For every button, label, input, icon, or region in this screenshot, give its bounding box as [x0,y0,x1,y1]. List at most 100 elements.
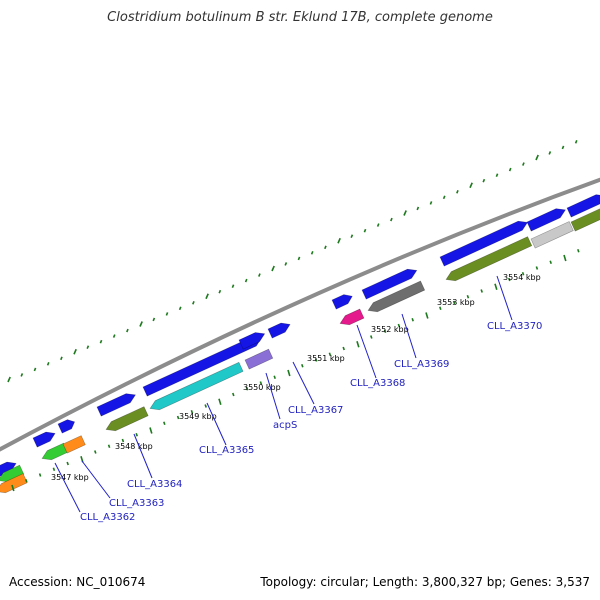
scale-tick [482,178,486,183]
gene-label[interactable]: acpS [273,420,297,431]
cds-forward[interactable] [361,266,419,300]
cds-forward[interactable] [32,429,57,448]
cds-feature[interactable] [40,442,69,463]
kbp-label: 3549 kbp [179,412,217,421]
kbp-label: 3553 kbp [437,298,475,307]
scale-tick [342,346,345,351]
scale-tick [577,248,580,253]
gene-label[interactable]: CLL_A3362 [80,512,135,523]
scale-tick [495,173,499,177]
gene-lead-lines [54,275,513,513]
scale-tick [139,321,143,327]
scale-tick [469,182,473,189]
scale-tick [165,312,169,316]
reverse-strand-features [0,204,600,496]
scale-tick [425,312,429,319]
gene-label[interactable]: CLL_A3364 [127,479,182,490]
scale-tick [337,237,341,244]
scale-tick [258,273,261,277]
scale-tick [52,467,56,472]
map-title: Clostridium botulinum B str. Eklund 17B,… [107,10,493,25]
cds-forward[interactable] [57,417,77,434]
scale-tick [301,363,304,368]
kbp-label: 3547 kbp [51,473,89,482]
gene-label[interactable]: CLL_A3368 [350,378,405,389]
cds-forward[interactable] [439,218,530,267]
scale-tick [46,362,50,366]
scale-tick [271,265,275,272]
scale-tick [192,301,195,305]
scale-tick [297,256,301,261]
scale-tick [310,251,314,255]
inner-scale-ticks [11,248,580,492]
kbp-label: 3550 kbp [243,383,281,392]
accession-text: Accession: NC_010674 [9,575,146,589]
scale-tick [350,234,354,238]
genome-backbone [0,177,600,452]
scale-tick [149,427,153,434]
scale-tick [163,421,166,426]
scale-tick [494,283,498,290]
cds-feature[interactable] [338,308,365,328]
scale-tick [287,369,291,377]
cds-feature[interactable] [0,473,28,496]
scale-tick [456,190,459,194]
cds-forward[interactable] [0,459,18,478]
gene-label[interactable]: CLL_A3370 [487,321,542,332]
scale-tick [370,335,373,339]
cds-forward[interactable] [331,292,354,310]
cds-forward[interactable] [267,320,292,339]
cds-feature[interactable] [366,280,426,315]
cds-forward[interactable] [238,329,267,350]
scale-tick [452,300,456,305]
scale-tick [397,323,401,328]
scale-tick [363,228,367,233]
gene-label[interactable]: CLL_A3369 [394,359,449,370]
scale-tick [33,367,37,372]
scale-tick [376,223,380,227]
scale-tick [535,154,539,161]
gene-label[interactable]: CLL_A3365 [199,445,254,456]
scale-tick [439,306,442,311]
scale-tick [73,348,77,355]
scale-tick [356,341,360,348]
kbp-labels: 3547 kbp 3548 kbp 3549 kbp 3550 kbp 3551… [51,273,541,482]
cds-feature[interactable] [570,204,600,232]
scale-tick [561,145,565,150]
cds-feature[interactable] [244,348,274,370]
cds-feature[interactable] [104,406,149,434]
scale-tick [11,484,15,492]
scale-tick [121,438,125,443]
cds-feature[interactable] [148,361,244,413]
scale-tick [466,294,470,299]
cds-feature[interactable] [62,435,86,454]
scale-tick [94,450,97,454]
scale-tick [284,262,288,266]
gene-label[interactable]: CLL_A3363 [109,498,164,509]
scale-tick [574,140,578,144]
scale-tick [390,217,393,222]
scale-tick [383,329,387,334]
kbp-label: 3548 kbp [115,442,153,451]
cds-forward[interactable] [526,205,568,232]
scale-tick [245,386,249,391]
scale-tick [324,245,327,250]
scale-tick [411,317,414,322]
cds-forward[interactable] [566,191,600,218]
scale-tick [548,151,552,155]
cds-feature[interactable] [444,236,533,284]
cds-feature[interactable] [530,221,574,249]
scale-tick [135,432,138,437]
scale-tick [60,356,63,361]
cds-forward[interactable] [142,334,264,397]
scale-tick [190,409,194,414]
genome-summary-text: Topology: circular; Length: 3,800,327 bp… [260,575,590,589]
gene-label[interactable]: CLL_A3367 [288,405,343,416]
scale-tick [205,293,209,300]
cds-forward[interactable] [96,390,138,417]
scale-tick [232,392,235,397]
scale-tick [522,162,525,166]
scale-tick [20,373,24,377]
scale-tick [429,201,433,205]
